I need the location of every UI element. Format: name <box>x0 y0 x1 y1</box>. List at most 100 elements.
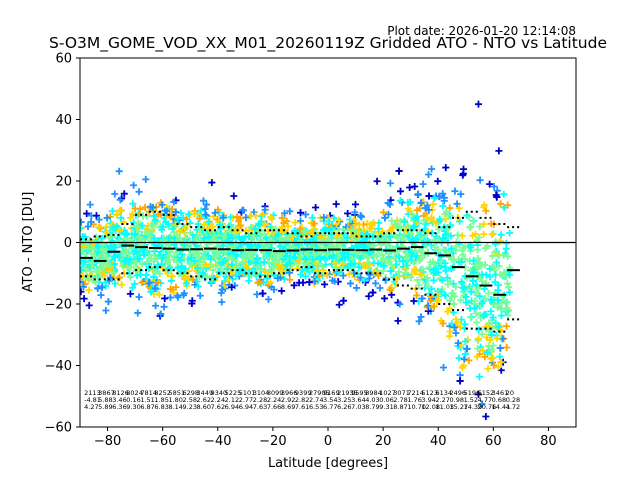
bin-stat-label: 9340 <box>211 389 228 397</box>
data-point <box>196 225 204 233</box>
data-point <box>506 229 514 237</box>
data-point <box>481 295 489 303</box>
data-point <box>494 363 502 371</box>
x-tick-label: −80 <box>94 434 121 449</box>
data-point <box>497 231 505 239</box>
data-point <box>474 345 482 353</box>
data-point <box>373 177 381 185</box>
data-point <box>474 284 482 292</box>
data-point <box>164 220 172 228</box>
data-point <box>494 296 502 304</box>
data-point <box>205 233 213 241</box>
data-point <box>421 204 429 212</box>
data-point <box>269 264 277 272</box>
bin-stat-label: 5123 <box>421 389 438 397</box>
data-point <box>490 264 498 272</box>
data-point <box>182 272 190 280</box>
data-point <box>200 255 208 263</box>
data-point <box>303 250 311 258</box>
data-point <box>360 261 368 269</box>
data-point <box>137 271 145 279</box>
data-point <box>401 218 409 226</box>
x-tick-label: −60 <box>149 434 176 449</box>
data-point <box>339 272 347 280</box>
data-point <box>130 181 138 189</box>
data-point <box>301 227 309 235</box>
bin-stat-label: 6.83 <box>154 403 168 411</box>
bin-stat-label: 9169 <box>323 389 340 397</box>
scatter-layer <box>80 100 514 420</box>
data-point <box>100 271 108 279</box>
data-point <box>224 276 232 284</box>
data-point <box>80 288 85 296</box>
data-point <box>131 280 139 288</box>
bin-stat-label: 14.41 <box>492 403 511 411</box>
data-point <box>404 198 412 206</box>
data-point <box>340 229 348 237</box>
data-point <box>219 242 227 250</box>
data-point <box>386 286 394 294</box>
data-point <box>343 234 351 242</box>
data-point <box>426 258 434 266</box>
data-point <box>254 242 262 250</box>
bin-stat-label: 10.70 <box>407 403 426 411</box>
data-point <box>138 222 146 230</box>
data-point <box>384 199 392 207</box>
data-point <box>410 258 418 266</box>
data-point <box>454 231 462 239</box>
data-point <box>488 331 496 339</box>
data-point <box>370 252 378 260</box>
bin-stat-label: 1.85 <box>154 396 168 404</box>
data-point <box>369 219 377 227</box>
data-point <box>143 258 151 266</box>
data-point <box>460 165 468 173</box>
bin-stat-label: 5101 <box>239 389 256 397</box>
data-point <box>310 220 318 228</box>
data-point <box>471 297 479 305</box>
bin-stat-label: 6134 <box>435 389 452 397</box>
data-point <box>183 221 191 229</box>
data-point <box>417 313 425 321</box>
data-point <box>253 290 261 298</box>
data-point <box>457 190 465 198</box>
data-point <box>252 212 260 220</box>
bin-stat-label: 3.64 <box>351 396 365 404</box>
bin-stat-label: 8126 <box>112 389 129 397</box>
data-point <box>135 293 143 301</box>
data-point <box>152 302 160 310</box>
data-point <box>453 200 461 208</box>
x-tick-label: 20 <box>375 434 392 449</box>
bin-stat-label: 8.69 <box>281 403 295 411</box>
bin-stat-label: 2.24 <box>211 396 225 404</box>
data-point <box>168 205 176 213</box>
data-point <box>220 232 228 240</box>
bin-stat-label: 5851 <box>168 389 185 397</box>
data-point <box>493 334 501 342</box>
data-point <box>80 242 88 250</box>
data-point <box>126 273 134 281</box>
data-point <box>127 214 135 222</box>
data-point <box>205 218 213 226</box>
data-point <box>275 248 283 256</box>
data-point <box>386 179 394 187</box>
data-point <box>470 268 478 276</box>
data-point <box>474 335 482 343</box>
bin-stat-label: 1.52 <box>464 396 478 404</box>
data-point <box>374 272 382 280</box>
data-point <box>147 203 155 211</box>
x-tick-label: 80 <box>540 434 557 449</box>
data-point <box>231 242 239 250</box>
data-point <box>487 355 495 363</box>
data-point <box>264 295 272 303</box>
bin-stat-label: 7.63 <box>253 403 267 411</box>
bin-stat-label: 2.82 <box>295 396 309 404</box>
data-point <box>500 190 508 198</box>
data-point <box>380 294 388 302</box>
x-tick-label: 0 <box>324 434 332 449</box>
bin-stat-label: 6298 <box>183 389 200 397</box>
data-point <box>173 231 181 239</box>
data-point <box>250 208 258 216</box>
data-point <box>394 317 402 325</box>
data-point <box>452 246 460 254</box>
data-point <box>160 303 168 311</box>
